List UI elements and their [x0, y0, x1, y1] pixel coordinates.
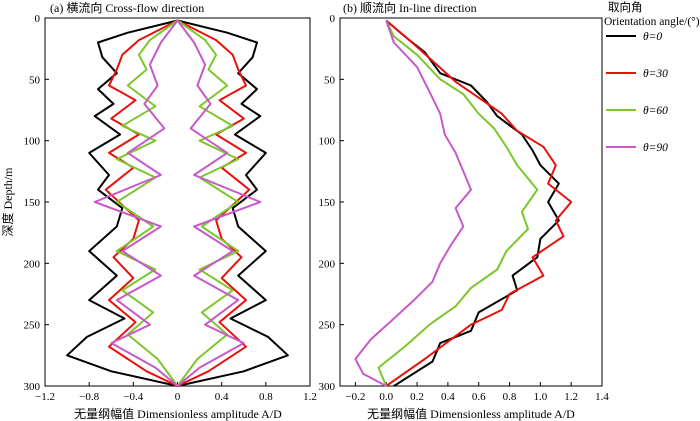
x-tick-label: −0.4	[123, 391, 143, 403]
legend-title-en: Orientation angle/(°)	[604, 16, 700, 28]
legend-items: θ=0 θ=30 θ=60 θ=90	[606, 31, 668, 154]
series-line-30	[177, 19, 251, 387]
x-tick-label: −0.2	[345, 391, 365, 403]
legend-label: θ=0	[643, 31, 662, 43]
panel-cross-flow: (a) 横流向 Cross-flow direction −1.2 −0.8 −0.…	[0, 0, 317, 421]
series-line-30	[385, 19, 573, 387]
y-tick-label: 100	[24, 136, 41, 148]
y-tick-label: 150	[24, 197, 41, 209]
x-tick-label: 0.4	[215, 391, 229, 403]
panel-a-ticks: −1.2 −0.8 −0.4 0 0.4 0.8 1.2 0 50 100 150 200 250 300	[24, 13, 317, 403]
series-line-90	[354, 20, 472, 387]
x-tick-label: 0.6	[472, 391, 486, 403]
panel-b-ticks: −0.2 0.0 0.2 0.4 0.6 0.8 1.0 1.2 1.4 0 50 100 150 200…	[319, 13, 610, 403]
x-tick-label: −0.8	[79, 391, 99, 403]
y-tick-label: 100	[319, 136, 336, 148]
series-line-mirror-0	[66, 19, 178, 387]
series-line-0	[177, 19, 289, 387]
panel-a-frame	[44, 17, 311, 387]
y-tick-label: 0	[330, 13, 336, 25]
x-tick-label: −1.2	[35, 391, 55, 403]
x-tick-label: 1.4	[595, 391, 609, 403]
y-tick-label: 50	[324, 74, 336, 86]
panel-in-line: (b) 顺流向 In-line direction −0.2 0.0 0.2 0.4 0…	[319, 0, 610, 421]
panel-a-ylabel: 深度 Depth/m	[0, 167, 15, 237]
y-tick-label: 250	[319, 320, 336, 332]
x-tick-label: 0.0	[379, 391, 393, 403]
y-tick-label: 200	[319, 258, 336, 270]
series-line-0	[385, 19, 560, 387]
legend-label: θ=60	[643, 105, 668, 117]
x-tick-label: 0	[175, 391, 181, 403]
x-tick-label: 0.8	[259, 391, 273, 403]
panel-b-xlabel: 无量纲幅值 Dimensionless amplitude A/D	[367, 406, 575, 421]
x-tick-label: 1.2	[303, 391, 317, 403]
y-tick-label: 50	[29, 74, 41, 86]
series-line-mirror-90	[93, 19, 179, 387]
legend: 取向角 Orientation angle/(°) θ=0 θ=30 θ=60 θ=9…	[604, 0, 700, 154]
panel-a-series	[66, 19, 289, 387]
x-tick-label: 0.4	[441, 391, 455, 403]
x-tick-label: 0.8	[503, 391, 517, 403]
panel-b-title: (b) 顺流向 In-line direction	[343, 0, 477, 15]
x-tick-label: 1.2	[564, 391, 578, 403]
y-tick-label: 300	[24, 381, 41, 393]
legend-label: θ=90	[643, 142, 668, 154]
panel-b-series	[354, 19, 573, 387]
x-tick-label: 0.2	[410, 391, 424, 403]
legend-label: θ=30	[643, 68, 668, 80]
x-tick-label: 1.0	[533, 391, 547, 403]
panel-a-title: (a) 横流向 Cross-flow direction	[50, 0, 204, 15]
legend-title-cn: 取向角	[608, 0, 643, 14]
y-tick-label: 150	[319, 197, 336, 209]
y-tick-label: 0	[35, 13, 41, 25]
y-tick-label: 300	[319, 381, 336, 393]
y-tick-label: 250	[24, 320, 41, 332]
y-tick-label: 200	[24, 258, 41, 270]
series-line-90	[176, 19, 262, 387]
panel-a-xlabel: 无量纲幅值 Dimensionless amplitude A/D	[74, 406, 282, 421]
series-line-mirror-30	[104, 19, 178, 387]
series-line-60	[377, 20, 539, 387]
